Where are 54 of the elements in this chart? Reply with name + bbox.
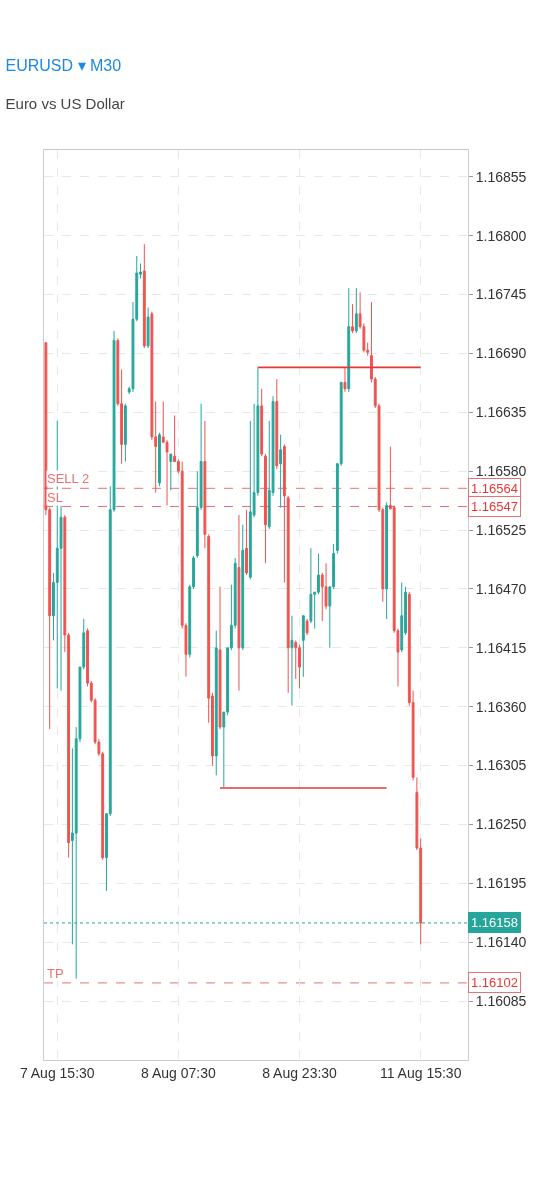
candlestick — [290, 615, 294, 707]
candlestick — [169, 453, 173, 491]
candlestick — [218, 586, 222, 730]
candlestick — [260, 388, 264, 457]
candlestick — [275, 378, 279, 470]
candlestick — [142, 243, 146, 349]
ref-line-label: SL — [47, 490, 63, 505]
text: 1.16547 — [471, 499, 518, 514]
y-tick-label: 1.16305 — [475, 757, 527, 774]
candlestick — [279, 434, 283, 509]
candlestick — [343, 366, 347, 393]
chart-subtitle: Euro vs US Dollar — [5, 94, 125, 112]
y-tick-label: 1.16635 — [475, 404, 527, 421]
x-tick-label: 8 Aug 23:30 — [262, 1064, 338, 1081]
y-tick-label: 1.16085 — [475, 993, 527, 1010]
x-tick-label: 7 Aug 15:30 — [19, 1064, 95, 1081]
y-tick-label: 1.16690 — [475, 345, 527, 362]
candlestick — [214, 630, 218, 776]
y-tick-label: 1.16415 — [475, 639, 527, 656]
text: 1.16564 — [471, 481, 518, 496]
candlestick — [282, 443, 286, 584]
candlestick — [305, 618, 309, 636]
candlestick — [158, 432, 161, 487]
candlestick — [347, 287, 351, 393]
candlestick — [400, 582, 404, 653]
y-tick-label: 1.16250 — [475, 816, 527, 833]
y-tick-label: 1.16195 — [475, 875, 527, 892]
candlestick — [301, 615, 305, 678]
y-tick-label: 1.16140 — [475, 934, 527, 951]
candlestick — [146, 306, 150, 349]
candlestick — [354, 287, 358, 334]
candlestick — [264, 453, 267, 564]
candlestick — [385, 501, 389, 620]
y-tick-label: 1.16580 — [475, 463, 527, 480]
x-tick-label: 8 Aug 07:30 — [141, 1064, 216, 1081]
x-tick-label: 11 Aug 15:30 — [379, 1064, 462, 1081]
y-tick-label: 1.16470 — [475, 580, 527, 597]
y-tick-label: 1.16855 — [475, 168, 527, 185]
chart-title: EURUSD ▾ M30 — [5, 57, 122, 75]
text: 1.16102 — [471, 975, 518, 990]
y-tick-label: 1.16800 — [475, 227, 527, 244]
y-tick-label: 1.16360 — [475, 698, 527, 715]
y-tick-label: 1.16745 — [475, 286, 527, 303]
candlestick — [241, 524, 245, 651]
candlestick — [286, 495, 290, 694]
candlestick — [245, 509, 248, 576]
candlestick — [123, 403, 127, 463]
y-tick-label: 1.16525 — [475, 521, 527, 538]
ref-line-label: TP — [47, 966, 64, 981]
ref-line-label: SELL 2 — [47, 471, 90, 486]
candlestick — [237, 514, 241, 692]
candlestick — [298, 644, 301, 690]
candlestick — [351, 303, 354, 334]
text: 1.16158 — [471, 915, 518, 930]
